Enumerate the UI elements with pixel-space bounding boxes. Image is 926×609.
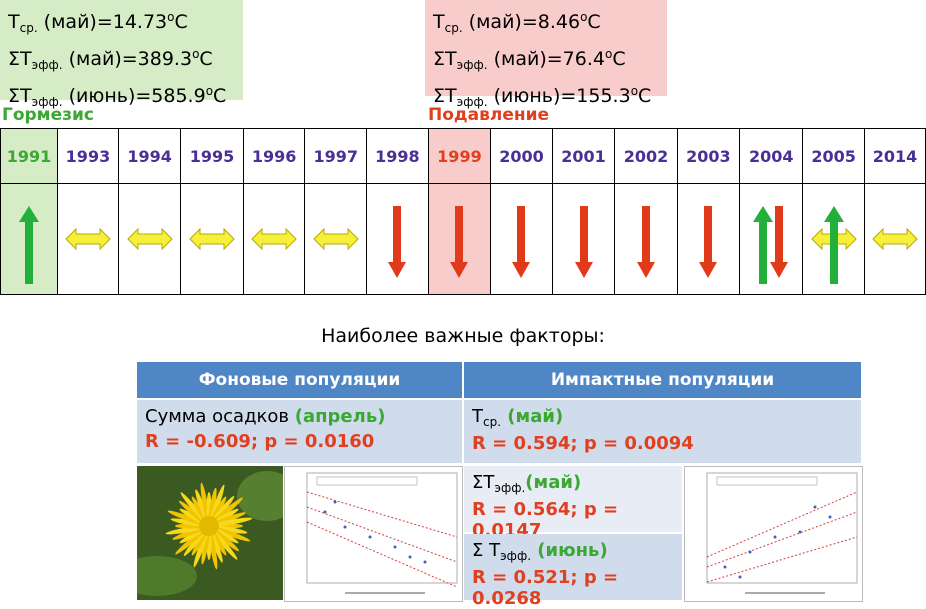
factors-title: Наиболее важные факторы: xyxy=(321,325,605,347)
year-cell: 1994 xyxy=(117,128,182,184)
effect-arrow-down-icon xyxy=(614,183,678,295)
effect-arrow-down-icon xyxy=(366,183,429,295)
factor-period: (апрель) xyxy=(294,406,386,427)
stat-line: Tср. (май)=8.46oC xyxy=(433,10,601,35)
dandelion-photo xyxy=(137,466,283,600)
years-row: 1991 1993 1994 1995 1996 1997 1998 1999 2000 2001… xyxy=(0,128,926,184)
scatter-plot-precipitation xyxy=(284,466,463,602)
effects-row xyxy=(0,183,926,295)
stat-line: ΣTэфф. (июнь)=155.3oC xyxy=(433,84,652,109)
effect-arrow-both-up-icon xyxy=(802,183,865,295)
header-impact-populations: Импактные популяции xyxy=(464,362,861,398)
stage-label-suppression: Подавление xyxy=(428,105,550,125)
year-cell: 1996 xyxy=(242,128,306,184)
year-cell: 1997 xyxy=(304,128,368,184)
factor-name: Сумма осадков xyxy=(145,406,295,427)
year-cell: 2000 xyxy=(490,128,553,184)
year-cell: 2014 xyxy=(864,128,926,184)
effect-arrow-down-icon xyxy=(551,183,616,295)
year-cell: 1998 xyxy=(366,128,429,184)
header-background-populations: Фоновые популяции xyxy=(137,362,462,398)
year-cell: 1991 xyxy=(0,128,58,184)
effect-arrow-both-icon xyxy=(864,183,926,295)
effect-arrow-both-icon xyxy=(242,183,306,295)
scatter-plot-temperature xyxy=(684,466,863,602)
factor-stat: R = 0.594; p = 0.0094 xyxy=(472,433,694,454)
year-cell: 2001 xyxy=(551,128,616,184)
stat-line: Tср. (май)=14.73oC xyxy=(8,10,188,35)
factor-stat: R = -0.609; p = 0.0160 xyxy=(145,431,375,452)
factor-sum-temp-may: ΣTэфф.(май) R = 0.564; p = 0.0147 xyxy=(464,466,682,541)
effect-arrow-both-icon xyxy=(117,183,182,295)
effect-arrow-both-icon xyxy=(304,183,368,295)
factor-stat: R = 0.521; p = 0.0268 xyxy=(472,567,619,609)
year-cell: 2003 xyxy=(676,128,741,184)
years-table: 1991 1993 1994 1995 1996 1997 1998 1999 2000 2001… xyxy=(0,128,926,295)
year-cell: 2005 xyxy=(802,128,865,184)
effect-arrow-both-icon xyxy=(180,183,244,295)
year-cell: 2002 xyxy=(614,128,678,184)
effect-arrow-down-icon xyxy=(490,183,553,295)
year-cell: 1999 xyxy=(427,128,492,184)
stage-label-hormesis: Гормезис xyxy=(2,105,94,125)
effect-arrow-up-icon xyxy=(0,183,58,295)
year-cell: 2004 xyxy=(739,128,804,184)
effect-arrow-both-icon xyxy=(57,183,119,295)
effect-arrow-down-icon xyxy=(676,183,741,295)
stat-line: ΣTэфф. (май)=76.4oC xyxy=(433,47,626,72)
stats-box-hormesis: Tср. (май)=14.73oC ΣTэфф. (май)=389.3oC … xyxy=(0,0,243,109)
stats-box-suppression: Tср. (май)=8.46oC ΣTэфф. (май)=76.4oC ΣT… xyxy=(425,0,667,109)
year-cell: 1993 xyxy=(57,128,119,184)
stat-line: ΣTэфф. (июнь)=585.9oC xyxy=(8,84,227,109)
factor-precipitation: Сумма осадков (апрель) R = -0.609; p = 0… xyxy=(137,400,462,463)
effect-arrow-down-icon xyxy=(427,183,492,295)
effect-arrow-up-down-icon xyxy=(739,183,804,295)
factor-mean-temp: Tср. (май) R = 0.594; p = 0.0094 xyxy=(464,400,861,463)
factor-sum-temp-june: Σ Tэфф. (июнь) R = 0.521; p = 0.0268 xyxy=(464,534,682,609)
stat-line: ΣTэфф. (май)=389.3oC xyxy=(8,47,213,72)
year-cell: 1995 xyxy=(180,128,244,184)
